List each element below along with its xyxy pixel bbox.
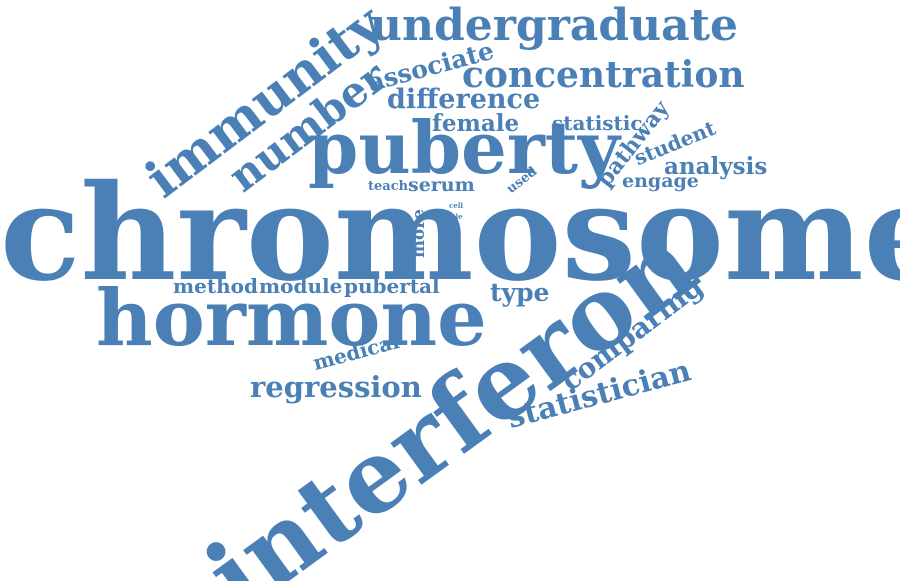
word-female: female <box>432 110 520 137</box>
word-difference: difference <box>387 84 541 115</box>
word-puberty: puberty <box>308 105 620 190</box>
word-cell: cell <box>449 201 464 210</box>
word-method: method <box>173 274 258 298</box>
word-jsle: jsle <box>449 212 463 221</box>
word-more: more <box>409 208 430 259</box>
word-hormone: hormone <box>96 273 487 364</box>
word-engage: engage <box>622 170 699 192</box>
word-chromosome: chromosome <box>0 156 900 311</box>
word-analysis: analysis <box>664 153 768 180</box>
word-serum: serum <box>408 174 475 196</box>
word-pubertal: pubertal <box>344 274 440 298</box>
word-regression: regression <box>250 370 422 404</box>
word-undergraduate: undergraduate <box>370 0 738 51</box>
word-teach: teach <box>368 179 409 194</box>
word-statistic: statistic <box>552 111 643 135</box>
word-module: module <box>259 274 343 298</box>
word-type: type <box>490 278 550 307</box>
word-concentration: concentration <box>462 54 745 96</box>
